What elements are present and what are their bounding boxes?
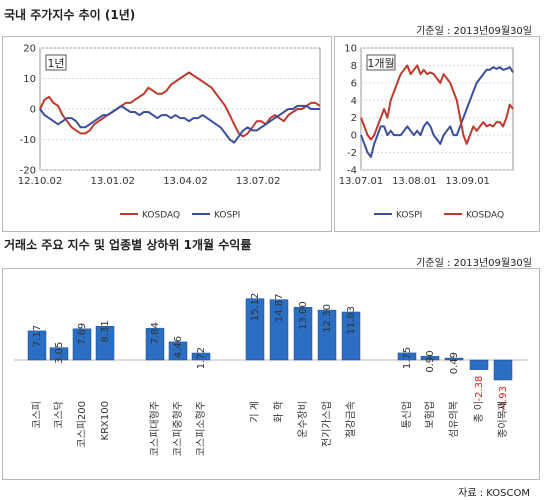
y-tick-label: -10 (20, 135, 36, 146)
bar-category-label: 코스피중형주 (172, 401, 184, 456)
legend-label: KOSDAQ (142, 211, 180, 221)
bar-category-label: 코스닥 (53, 401, 65, 429)
bar (420, 356, 440, 361)
y-tick-label: -2 (347, 148, 357, 159)
bar-category-label: 운수장비 (297, 401, 309, 438)
bar-category-label: 코스피 (31, 401, 43, 429)
page-title: 국내 주가지수 추이 (1년) (4, 8, 136, 22)
bar-value-label: 11.83 (346, 306, 357, 335)
y-tick-label: 6 (351, 78, 357, 89)
bar-value-label: 14.87 (274, 294, 285, 323)
bar-value-label: 1.72 (196, 347, 207, 369)
bar (444, 357, 464, 361)
bar (493, 359, 513, 381)
bar-category-label: 섬유의복 (448, 401, 460, 438)
y-tick-label: 2 (351, 113, 357, 124)
bar-category-label: 종 이 (473, 401, 485, 423)
x-tick-label: 13.04.02 (163, 176, 208, 187)
period-badge-box (366, 54, 396, 71)
bar (145, 327, 165, 361)
bar-category-label: 코스피대형주 (149, 401, 161, 456)
y-tick-label: 20 (23, 44, 36, 55)
bar-value-label: 12.30 (322, 304, 333, 333)
y-tick-label: 10 (23, 74, 36, 85)
bar-category-label: 전기가스업 (320, 401, 333, 447)
bar-value-label: -4.93 (498, 386, 509, 412)
y-tick-label: 4 (351, 96, 357, 107)
source-note: 자료 : KOSCOM (458, 488, 530, 499)
period-badge: 1년 (47, 57, 64, 70)
bar-value-label: 3.05 (54, 342, 65, 364)
bar (245, 298, 265, 361)
bar-category-label: 기 계 (249, 401, 261, 423)
y-tick-label: -20 (20, 166, 36, 177)
bar-value-label: 4.46 (173, 336, 184, 358)
bar-value-label: 0.90 (425, 350, 436, 372)
bar-value-label: 7.17 (32, 325, 43, 347)
bar-category-label: 종이목재 (497, 401, 509, 438)
period-badge-box (45, 54, 67, 71)
y-tick-label: -4 (347, 166, 357, 177)
bar-category-label: KRX100 (100, 401, 111, 440)
series-line-kospi (360, 66, 514, 158)
x-tick-label: 13.07.01 (339, 176, 384, 187)
y-tick-label: 0 (351, 131, 357, 142)
bar (49, 347, 69, 361)
bar (269, 299, 289, 361)
x-tick-label: 13.08.01 (392, 176, 437, 187)
bar (191, 352, 211, 361)
bar-category-label: 철강금속 (345, 401, 357, 438)
bar (469, 359, 489, 370)
x-tick-label: 13.07.02 (236, 176, 281, 187)
legend-label: KOSDAQ (466, 211, 504, 221)
legend-label: KOSPI (214, 211, 240, 221)
x-tick-label: 13.01.02 (90, 176, 135, 187)
bar-value-label: -2.38 (474, 376, 485, 402)
legend-label: KOSPI (396, 211, 422, 221)
bar-value-label: 15.12 (250, 293, 261, 322)
bar (397, 352, 417, 361)
bar-category-label: 코스피200 (76, 401, 88, 448)
x-tick-label: 12.10.02 (18, 176, 63, 187)
bar (72, 328, 92, 361)
bar-category-label: 코스피소형주 (195, 401, 207, 456)
x-tick-label: 13.09.01 (445, 176, 490, 187)
y-tick-label: 0 (30, 105, 36, 116)
bar (95, 326, 115, 361)
bar-value-label: 0.49 (449, 352, 460, 374)
bar-category-label: 화 학 (273, 401, 285, 423)
bar (293, 306, 313, 361)
bar-value-label: 8.31 (100, 320, 111, 342)
base-date-top: 기준일 : 2013년09월30일 (416, 26, 532, 37)
bar-value-label: 7.84 (150, 322, 161, 344)
period-badge: 1개월 (367, 57, 394, 70)
section-title: 거래소 주요 지수 및 업종별 상하위 1개월 수익률 (4, 238, 252, 252)
bar-category-label: 보험업 (423, 401, 436, 429)
bar (168, 341, 188, 361)
base-date-bottom: 기준일 : 2013년09월30일 (416, 258, 532, 269)
series-line-kospi (39, 104, 320, 144)
bar-category-label: 통신업 (400, 401, 413, 429)
bar (317, 309, 337, 361)
y-tick-label: 10 (344, 44, 357, 55)
bar-value-label: 13.00 (298, 301, 309, 330)
bar (341, 311, 361, 361)
bar-value-label: 7.69 (77, 323, 88, 345)
series-line-kosdaq (39, 71, 321, 138)
y-tick-label: 8 (351, 61, 357, 72)
series-line-kosdaq (360, 64, 514, 145)
bar-value-label: 1.75 (402, 347, 413, 369)
bar (27, 330, 47, 361)
